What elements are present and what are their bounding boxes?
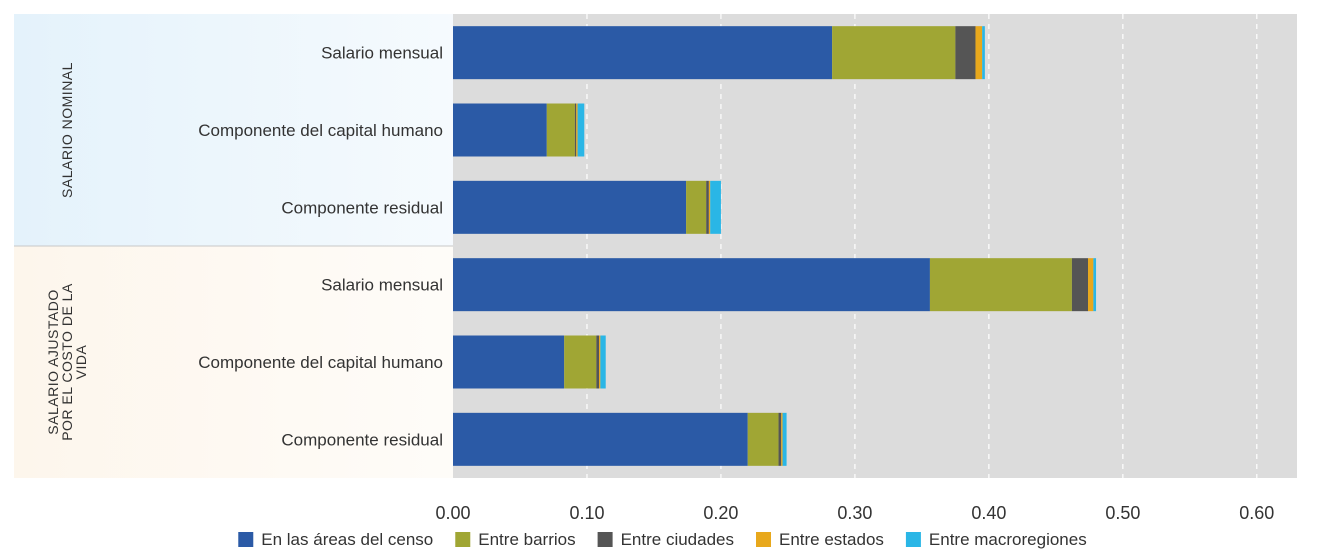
category-label: Salario mensual — [321, 44, 443, 63]
legend-item: En las áreas del censo — [238, 530, 433, 549]
bar-segment-row1-series2 — [574, 103, 577, 157]
bar-segment-row0-series2 — [955, 26, 976, 80]
group-band-1 — [14, 246, 453, 478]
bar-segment-row2-series2 — [706, 180, 709, 234]
plot-background — [453, 14, 1297, 478]
x-tick-label: 0.60 — [1239, 503, 1274, 523]
bar-segment-row4-series2 — [596, 335, 600, 389]
bar-segment-row1-series1 — [546, 103, 575, 157]
legend-label: Entre ciudades — [621, 530, 734, 549]
group-labels: SALARIO NOMINAL SALARIO AJUSTADOPOR EL CO… — [45, 62, 89, 441]
legend-label: En las áreas del censo — [261, 530, 433, 549]
bar-segment-row4-series4 — [600, 335, 606, 389]
bar-segment-row3-series3 — [1088, 258, 1094, 312]
bars — [453, 26, 1097, 466]
x-tick-label: 0.30 — [837, 503, 872, 523]
bar-segment-row4-series0 — [453, 335, 565, 389]
legend-swatch — [597, 532, 613, 547]
bar-segment-row0-series4 — [982, 26, 985, 80]
bar-segment-row5-series2 — [778, 412, 782, 466]
bar-segment-row0-series0 — [453, 26, 833, 80]
category-label: Componente del capital humano — [198, 353, 443, 372]
legend-item: Entre barrios — [455, 530, 576, 549]
x-tick-label: 0.10 — [569, 503, 604, 523]
bar-segment-row0-series3 — [975, 26, 983, 80]
bar-segment-row5-series3 — [781, 412, 783, 466]
bar-segment-row1-series0 — [453, 103, 547, 157]
bar-segment-row3-series2 — [1071, 258, 1089, 312]
group-bands — [14, 14, 453, 478]
bar-segment-row3-series0 — [453, 258, 930, 312]
category-labels: Salario mensual Componente del capital hu… — [198, 44, 443, 450]
bar-segment-row1-series3 — [576, 103, 578, 157]
legend-label: Entre barrios — [478, 530, 575, 549]
legend-swatch — [756, 532, 772, 547]
legend-item: Entre macroregiones — [905, 530, 1087, 549]
category-label: Componente residual — [281, 198, 443, 217]
legend-item: Entre ciudades — [597, 530, 734, 549]
bar-segment-row3-series4 — [1093, 258, 1097, 312]
bar-segment-row2-series3 — [708, 180, 711, 234]
bar-segment-row1-series4 — [577, 103, 585, 157]
legend: En las áreas del censo Entre barrios Entre… — [238, 530, 1087, 549]
x-tick-label: 0.20 — [703, 503, 738, 523]
legend-swatch — [238, 532, 254, 547]
group-label-1: SALARIO AJUSTADOPOR EL COSTO DE LAVIDA — [45, 283, 89, 441]
bar-segment-row2-series1 — [686, 180, 707, 234]
bar-segment-row2-series0 — [453, 180, 687, 234]
bar-segment-row5-series1 — [747, 412, 779, 466]
bar-segment-row5-series4 — [782, 412, 787, 466]
x-tick-label: 0.50 — [1105, 503, 1140, 523]
legend-label: Entre macroregiones — [929, 530, 1087, 549]
bar-segment-row2-series4 — [710, 180, 721, 234]
legend-item: Entre estados — [756, 530, 884, 549]
bar-segment-row0-series1 — [832, 26, 956, 80]
bar-segment-row5-series0 — [453, 412, 748, 466]
legend-swatch — [455, 532, 471, 547]
category-label: Componente residual — [281, 430, 443, 449]
bar-segment-row4-series3 — [599, 335, 601, 389]
category-label: Componente del capital humano — [198, 121, 443, 140]
group-label-0: SALARIO NOMINAL — [59, 62, 75, 198]
bar-segment-row4-series1 — [564, 335, 597, 389]
x-axis-ticks: 0.00 0.10 0.20 0.30 0.40 0.50 0.60 — [435, 503, 1274, 523]
category-label: Salario mensual — [321, 276, 443, 295]
gridlines — [586, 14, 1258, 478]
legend-swatch — [905, 532, 921, 547]
x-tick-label: 0.40 — [971, 503, 1006, 523]
bar-segment-row3-series1 — [929, 258, 1072, 312]
x-tick-label: 0.00 — [435, 503, 470, 523]
group-band-0 — [14, 14, 453, 246]
legend-label: Entre estados — [779, 530, 884, 549]
